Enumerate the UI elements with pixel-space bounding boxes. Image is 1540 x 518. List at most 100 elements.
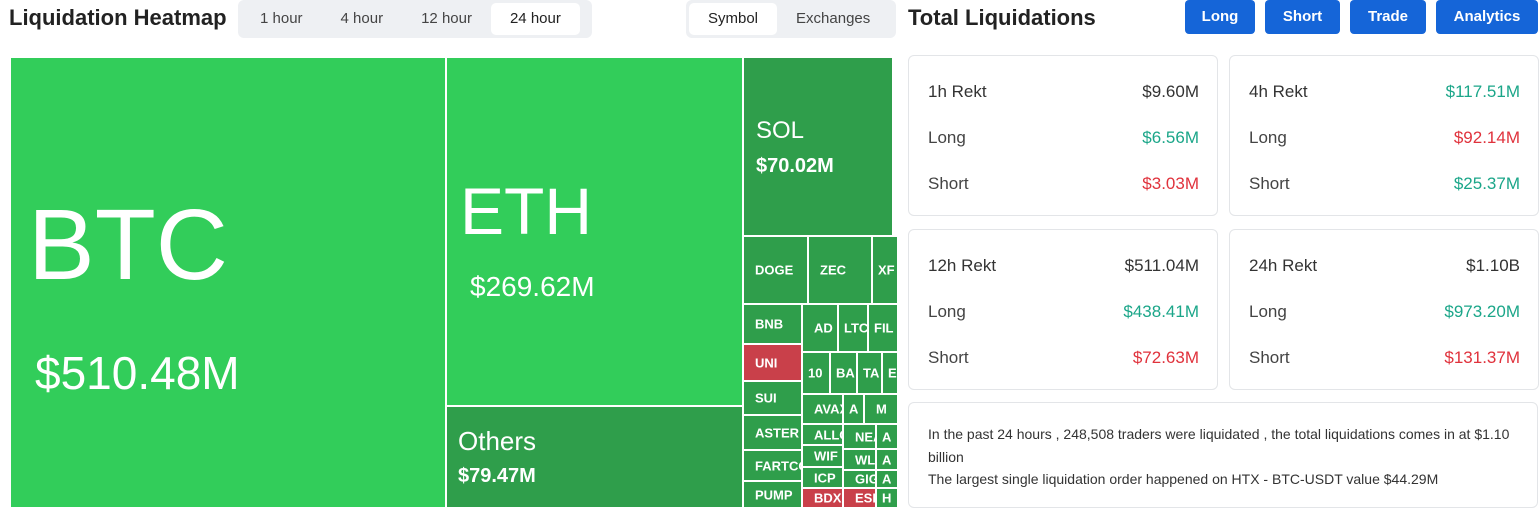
row-value: $973.20M bbox=[1444, 302, 1520, 321]
info-text: In the past 24 hours , 248,508 traders w… bbox=[928, 426, 1510, 465]
tile-label: SUI bbox=[755, 390, 777, 406]
tile-label: ETH bbox=[460, 174, 592, 248]
tile-label: ICP bbox=[814, 470, 836, 485]
card-header: 12h Rekt $511.04M bbox=[928, 256, 1199, 276]
tile: WLD bbox=[843, 449, 876, 470]
tile-label: NEA bbox=[855, 429, 875, 444]
tile-label: BDX bbox=[814, 490, 842, 506]
row-label: Long bbox=[1249, 302, 1287, 321]
tab[interactable]: 4 hour bbox=[340, 10, 384, 27]
tile-label: DOGE bbox=[755, 262, 794, 278]
tile: ETH $269.62M bbox=[446, 57, 743, 406]
row-value: $25.37M bbox=[1453, 174, 1520, 193]
tile: AVAX bbox=[802, 394, 843, 424]
card-row: Short $3.03M bbox=[928, 174, 1199, 194]
tile: SUI bbox=[743, 381, 802, 415]
tile: FARTCO bbox=[743, 450, 802, 481]
tile: LTC bbox=[838, 304, 868, 352]
card: 4h Rekt $117.51M Long $92.14M Short $25.37M bbox=[1229, 55, 1539, 216]
card-header: 24h Rekt $1.10B bbox=[1249, 256, 1520, 276]
tile: GIG bbox=[843, 470, 876, 488]
tile-label: BTC bbox=[28, 189, 228, 301]
tile-label: A bbox=[882, 471, 892, 487]
tile: M bbox=[864, 394, 898, 424]
tile-label: A bbox=[849, 401, 859, 417]
tile: WIF bbox=[802, 445, 843, 467]
tile: FIL bbox=[868, 304, 898, 352]
tile-label: UNI bbox=[755, 355, 778, 370]
tile: BA bbox=[830, 352, 857, 394]
card: 12h Rekt $511.04M Long $438.41M Short $72.63M bbox=[908, 229, 1218, 390]
tile-label: TA bbox=[863, 365, 880, 381]
tile: A bbox=[876, 470, 898, 488]
tile-label: FARTCO bbox=[755, 458, 801, 473]
card-total: $1.10B bbox=[1466, 256, 1520, 275]
tab[interactable]: 1 hour bbox=[260, 10, 303, 27]
card-total: $117.51M bbox=[1445, 82, 1520, 101]
card-title: 4h Rekt bbox=[1249, 82, 1308, 101]
tile-label: 10 bbox=[808, 365, 823, 381]
tile-value: $70.02M bbox=[756, 155, 834, 177]
tile: A bbox=[876, 424, 898, 449]
heatmap-title: Liquidation Heatmap bbox=[9, 5, 227, 30]
tile-label: AVAX bbox=[814, 401, 842, 417]
card-title: 12h Rekt bbox=[928, 256, 997, 275]
tile-label: GIG bbox=[855, 471, 875, 487]
tile-label: FIL bbox=[874, 320, 894, 336]
tile-value: $269.62M bbox=[470, 271, 595, 302]
row-value: $3.03M bbox=[1142, 174, 1199, 193]
tile: AD bbox=[802, 304, 838, 352]
tab[interactable]: Exchanges bbox=[796, 10, 871, 27]
tile: A bbox=[876, 449, 898, 470]
button[interactable]: Trade bbox=[1350, 0, 1426, 34]
tile-label: LTC bbox=[844, 320, 868, 336]
button[interactable]: Analytics bbox=[1436, 0, 1538, 34]
card-row: Short $25.37M bbox=[1249, 174, 1520, 194]
row-label: Long bbox=[928, 302, 966, 321]
button[interactable]: Short bbox=[1265, 0, 1340, 34]
tile-value: $79.47M bbox=[458, 465, 536, 487]
row-value: $6.56M bbox=[1142, 128, 1199, 147]
row-label: Short bbox=[928, 174, 969, 193]
time-tabs: 1 hour 4 hour 12 hour 24 hour bbox=[238, 0, 592, 38]
tile-label: WIF bbox=[814, 448, 838, 464]
row-label: Long bbox=[928, 128, 966, 147]
card-total: $9.60M bbox=[1142, 82, 1199, 101]
tile: TA bbox=[857, 352, 882, 394]
summary-title: Total Liquidations bbox=[908, 5, 1096, 30]
info-text: The largest single liquidation order hap… bbox=[928, 471, 1439, 487]
tab[interactable]: 24 hour bbox=[490, 3, 580, 35]
row-value: $92.14M bbox=[1453, 128, 1520, 147]
tile-label: Others bbox=[458, 426, 537, 456]
tile-label: BNB bbox=[755, 316, 784, 332]
tile-label: WLD bbox=[855, 452, 876, 467]
tile: BNB bbox=[743, 304, 802, 344]
tab[interactable]: Symbol bbox=[689, 3, 778, 35]
view-tabs: Symbol Exchanges bbox=[686, 0, 896, 38]
tile-label: ZEC bbox=[820, 262, 846, 278]
tile-label: H bbox=[882, 490, 892, 506]
tile-label: ASTER bbox=[755, 425, 800, 440]
card-row: Long $6.56M bbox=[928, 128, 1199, 148]
tile: Others $79.47M bbox=[446, 406, 743, 508]
card-title: 1h Rekt bbox=[928, 82, 987, 101]
tile: A bbox=[843, 394, 864, 424]
tile: XF bbox=[872, 236, 898, 304]
tile-value: $510.48M bbox=[35, 347, 240, 399]
card-row: Short $131.37M bbox=[1249, 348, 1520, 368]
tile: UNI bbox=[743, 344, 802, 381]
tile: NEA bbox=[843, 424, 876, 449]
tile-label: E bbox=[888, 365, 897, 381]
tile: BTC $510.48M bbox=[10, 57, 446, 508]
tab[interactable]: 12 hour bbox=[421, 10, 472, 27]
button[interactable]: Long bbox=[1185, 0, 1255, 34]
tile: H bbox=[876, 488, 898, 508]
tile: ALLO bbox=[802, 424, 843, 445]
tile: E bbox=[882, 352, 898, 394]
tile-label: A bbox=[882, 429, 892, 444]
card-total: $511.04M bbox=[1124, 256, 1199, 275]
tile-label: BA bbox=[836, 365, 855, 381]
card-row: Long $438.41M bbox=[928, 302, 1199, 322]
tile-label: AD bbox=[814, 320, 833, 336]
